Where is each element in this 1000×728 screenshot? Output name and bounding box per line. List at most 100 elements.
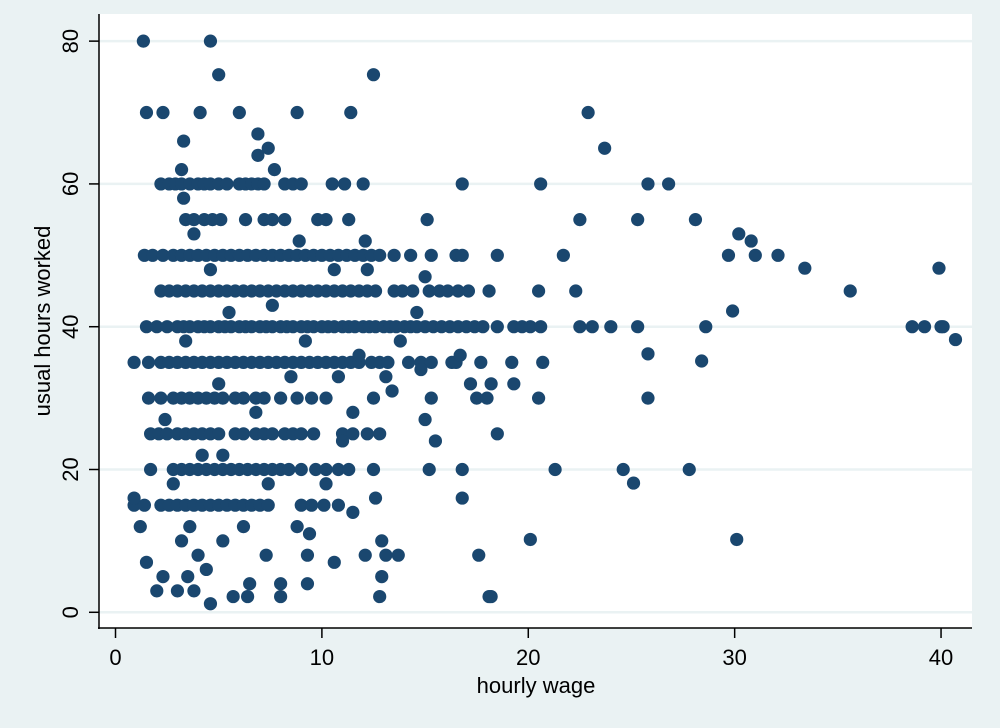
data-point xyxy=(261,498,275,512)
data-point xyxy=(249,405,263,419)
data-point xyxy=(177,191,191,205)
data-point xyxy=(428,434,443,448)
data-point xyxy=(732,227,746,241)
data-point xyxy=(573,320,587,334)
data-point xyxy=(203,597,218,611)
data-point xyxy=(212,377,226,391)
data-point xyxy=(682,462,696,477)
data-point xyxy=(688,213,703,227)
data-point xyxy=(302,527,317,541)
data-point xyxy=(216,534,230,548)
data-point xyxy=(366,391,381,405)
data-point xyxy=(214,213,228,227)
data-point xyxy=(304,391,319,405)
data-point xyxy=(174,163,189,177)
data-point xyxy=(174,534,189,548)
data-point xyxy=(424,391,438,405)
data-point xyxy=(523,532,537,547)
data-point xyxy=(240,589,255,604)
data-point xyxy=(420,213,434,227)
data-point xyxy=(309,462,323,477)
data-point xyxy=(573,213,587,227)
data-point xyxy=(222,305,236,320)
data-point xyxy=(534,177,548,191)
data-point xyxy=(616,462,630,477)
data-point xyxy=(414,362,428,377)
data-point xyxy=(771,248,785,262)
data-point xyxy=(319,391,333,405)
data-point xyxy=(236,520,251,534)
y-tick-label: 0 xyxy=(58,606,83,618)
data-point xyxy=(482,589,496,604)
data-point xyxy=(304,498,319,512)
data-point xyxy=(470,391,484,405)
data-point xyxy=(531,284,546,298)
data-point xyxy=(300,577,315,591)
data-point xyxy=(294,177,308,191)
y-axis-label: usual hours worked xyxy=(30,226,55,417)
data-point xyxy=(154,391,168,405)
data-point xyxy=(265,213,279,227)
data-point xyxy=(581,105,595,120)
data-point xyxy=(290,391,304,405)
data-point xyxy=(490,427,504,441)
data-point xyxy=(373,427,387,441)
data-point xyxy=(379,548,393,562)
data-point xyxy=(265,298,279,312)
data-point xyxy=(331,462,346,477)
data-point xyxy=(641,347,655,361)
data-point xyxy=(455,462,469,477)
data-point xyxy=(294,427,308,441)
data-point xyxy=(191,548,205,562)
data-point xyxy=(232,105,246,120)
data-point xyxy=(292,234,306,248)
data-point xyxy=(181,569,195,584)
data-point xyxy=(319,477,333,491)
data-point xyxy=(463,377,478,391)
x-axis-label: hourly wage xyxy=(477,673,596,698)
data-point xyxy=(179,334,193,348)
data-point xyxy=(598,141,612,155)
data-point xyxy=(290,520,304,534)
y-tick-label: 60 xyxy=(58,172,83,196)
data-point xyxy=(410,305,424,320)
y-tick-label: 40 xyxy=(58,314,83,338)
data-point xyxy=(327,555,341,569)
data-point xyxy=(141,355,156,370)
data-point xyxy=(604,320,618,334)
data-point xyxy=(319,462,333,477)
data-point xyxy=(203,262,218,277)
data-point xyxy=(342,462,356,477)
data-point xyxy=(536,355,550,370)
data-point xyxy=(282,462,296,477)
data-point xyxy=(695,354,709,368)
data-point xyxy=(358,234,372,248)
data-point xyxy=(360,262,374,277)
data-point xyxy=(150,320,164,334)
data-point xyxy=(905,320,919,334)
data-point xyxy=(127,355,141,370)
data-point xyxy=(641,177,655,191)
data-point xyxy=(490,248,504,262)
data-point xyxy=(133,520,147,534)
x-tick-label: 30 xyxy=(722,645,746,670)
data-point xyxy=(317,498,331,512)
data-point xyxy=(451,284,465,298)
data-point xyxy=(143,462,158,477)
data-point xyxy=(352,348,366,362)
data-point xyxy=(523,320,537,334)
data-point xyxy=(325,177,339,191)
data-point xyxy=(290,105,304,120)
data-point xyxy=(360,427,374,441)
data-point xyxy=(393,334,407,348)
data-point xyxy=(346,427,360,441)
data-point xyxy=(127,491,141,505)
data-point xyxy=(548,462,562,477)
data-point xyxy=(261,477,275,491)
data-point xyxy=(626,476,641,490)
data-point xyxy=(243,577,257,591)
data-point xyxy=(177,134,191,148)
data-point xyxy=(505,355,519,370)
data-point xyxy=(344,105,358,120)
data-point xyxy=(441,284,455,298)
